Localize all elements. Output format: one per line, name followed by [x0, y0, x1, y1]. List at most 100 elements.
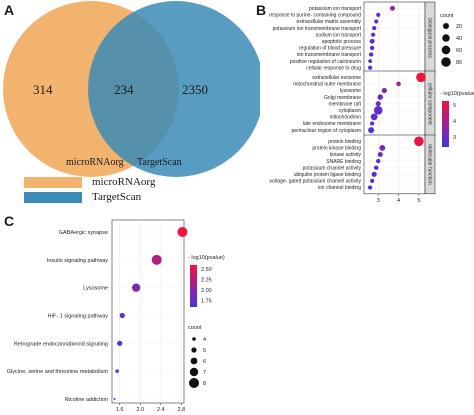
legend-swatch-microrna — [24, 177, 82, 188]
venn-left-label: microRNAorg — [66, 157, 124, 168]
panel-b-point — [368, 127, 375, 134]
panel-c-tick-label: 2.0 — [136, 407, 144, 413]
panel-b-point — [377, 94, 384, 100]
panel-c-size-key — [189, 367, 199, 377]
panel-b-term-label: protein kinase binding — [312, 146, 361, 152]
panel-c-term-label: Lysosome — [83, 286, 108, 292]
panel-b-color-label: 3 — [453, 135, 456, 141]
panel-c-term-label: GABAergic synapse — [59, 230, 108, 236]
panel-c-point — [113, 398, 116, 400]
panel-b-term-label: ubiquitin protein ligase binding — [294, 172, 361, 178]
panel-c-term-label: Glycine, serine and threonine metabolism — [7, 369, 109, 375]
panel-b-term-label: apoptotic process — [322, 39, 362, 45]
panel-c-term-label: Nicotine addiction — [65, 397, 108, 403]
panel-b-size-key — [442, 34, 450, 42]
panel-c-color-label: 2.50 — [201, 267, 212, 273]
panel-b-point — [389, 5, 395, 11]
panel-b-term-label: late endosome membrane — [303, 121, 361, 127]
panel-b-term-label: kinase activity — [330, 152, 362, 158]
panel-b-term-label: voltage- gated potassium channel activit… — [270, 179, 362, 185]
panel-b-term-label: positive regulation of calcineurin — [290, 59, 361, 65]
legend-label-microrna: microRNAorg — [92, 176, 156, 188]
panel-b-size-key — [441, 57, 451, 67]
kegg-enrichment-chart: GABAergic synapse Insulin signaling pathw… — [7, 219, 225, 413]
panel-b-term-label: SNARE binding — [326, 159, 361, 165]
venn-diagram — [3, 1, 260, 177]
panel-b-point — [367, 185, 373, 190]
panel-b-term-label: cellular response to drug — [306, 65, 361, 71]
panel-b-facet-2 — [363, 134, 426, 195]
panel-c-color-label: 1.75 — [201, 299, 212, 305]
panel-c-size-legend-title: count — [188, 325, 202, 331]
panel-b-size-label: 80 — [456, 60, 462, 66]
panel-c-term-label: HIF- 1 signaling pathway — [47, 314, 108, 320]
panel-c-size-label: 5 — [203, 348, 206, 354]
panel-b-strip-2 — [424, 134, 436, 195]
panel-b-size-key — [443, 23, 449, 29]
panel-c-size-key — [191, 347, 197, 353]
panel-b-colorbar — [442, 101, 449, 147]
panel-b-term-label: response to purine- containing compound — [269, 13, 361, 19]
panel-b-size-legend-title: count — [440, 13, 454, 19]
panel-b-term-label: cytoplasm — [338, 108, 361, 114]
venn-right-circle — [88, 1, 260, 177]
panel-c-color-label: 2.25 — [201, 278, 212, 284]
panel-b-color-label: 5 — [453, 103, 456, 109]
panel-c-point — [177, 227, 188, 237]
panel-b-point — [370, 178, 375, 183]
panel-b-term-label: ion transmembrane transport — [297, 52, 362, 58]
panel-b-point — [416, 72, 426, 83]
panel-c-point — [115, 369, 119, 373]
panel-b-point — [377, 152, 383, 157]
panel-c-colorbar — [190, 265, 197, 307]
panel-b-term-label: regulation of blood pressure — [299, 46, 361, 52]
panel-b-point — [370, 113, 378, 121]
venn-overlap-count: 234 — [114, 82, 134, 97]
panel-b-point — [375, 101, 381, 107]
panel-b-term-label: potassium ion transmembrane transport — [273, 26, 362, 32]
panel-b-point — [396, 81, 401, 87]
panel-c-term-label: Insulin signaling pathway — [47, 258, 108, 264]
panel-b-term-label: protein binding — [328, 139, 361, 145]
panel-b-point — [370, 121, 375, 126]
panel-b-tick-label: 4 — [397, 198, 400, 204]
venn-right-count: 2350 — [182, 82, 208, 97]
panel-b-term-label: membrane raft — [328, 101, 361, 107]
panel-b-term-label: perinuclear region of cytoplasm — [292, 128, 361, 134]
panel-c-color-legend-title: - log10(pvalue) — [188, 255, 225, 261]
panel-b-point — [372, 26, 377, 31]
panel-c-label: C — [4, 213, 15, 229]
panel-b-size-label: 40 — [456, 36, 462, 42]
panel-c-term-label: Retrograde endocannabinoid signaling — [14, 341, 108, 347]
panel-b-term-label: mitochondrial outer membrane — [293, 82, 361, 88]
panel-b-tick-label: 3 — [377, 198, 380, 204]
panel-b-point — [374, 165, 379, 170]
panel-c-point — [131, 283, 141, 292]
panel-b-size-key — [441, 45, 451, 55]
panel-b-point — [368, 52, 374, 57]
panel-b-term-label: mitochondrion — [330, 115, 362, 121]
panel-c-size-label: 4 — [203, 337, 206, 343]
panel-c-point — [151, 254, 162, 265]
panel-b-point — [414, 136, 424, 147]
panel-b-label: B — [256, 2, 267, 18]
panel-b-point — [379, 144, 386, 151]
panel-c-size-key — [192, 337, 196, 341]
venn-right-label: TargetScan — [137, 157, 182, 168]
panel-b-term-label: lysosome — [340, 88, 361, 94]
panel-c-tick-label: 1.6 — [116, 407, 124, 413]
panel-b-facet-label: biological process — [427, 18, 433, 58]
panel-b-term-label: extracellular exosome — [312, 75, 361, 81]
go-enrichment-chart: biological process potassium ion transpor… — [269, 1, 474, 204]
panel-b-facet-label: cellular component — [427, 83, 433, 126]
panel-c-tick-label: 2.8 — [178, 407, 186, 413]
panel-c-tick-label: 2.4 — [157, 407, 165, 413]
panel-c-color-label: 2.00 — [201, 288, 212, 294]
panel-c-point — [119, 312, 125, 319]
panel-b-point — [371, 171, 377, 177]
panel-b-tick-label: 5 — [417, 198, 420, 204]
panel-b-term-label: Golgi membrane — [324, 95, 361, 101]
panel-b-point — [376, 158, 381, 164]
panel-c-size-label: 8 — [203, 381, 206, 387]
legend-label-targetscan: TargetScan — [92, 191, 142, 203]
